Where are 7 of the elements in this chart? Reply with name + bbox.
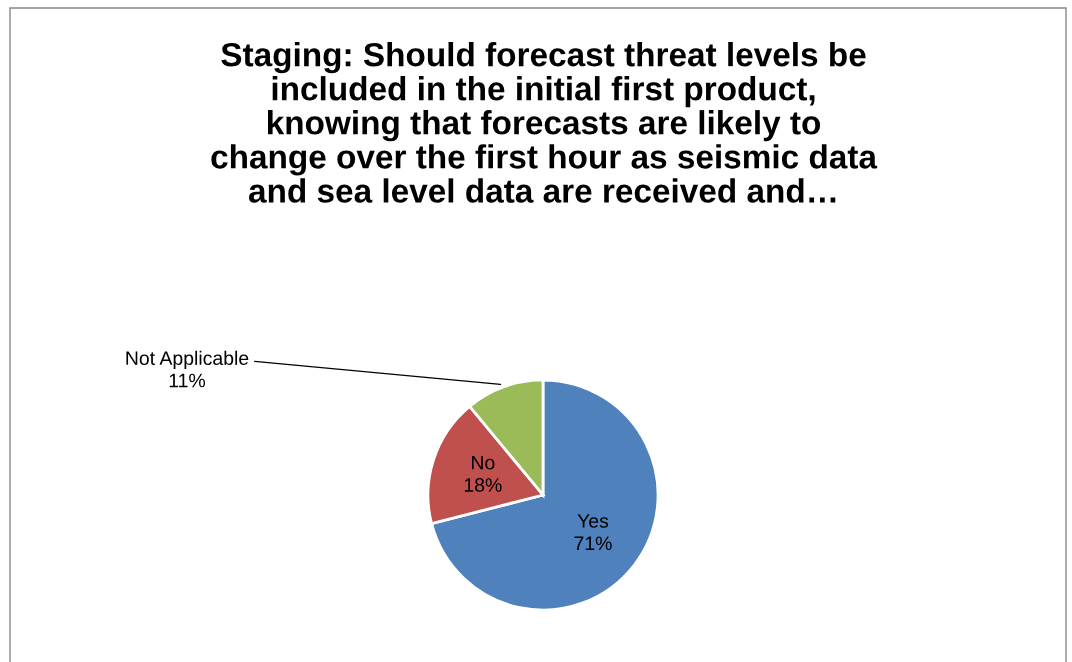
data-label: 11% (169, 373, 206, 388)
chart-title: Staging: Should forecast threat levels be included in the initial first product, knowing that forecasts are likely to change over the first hour as seismic data and sea level data are received and… (211, 42, 878, 203)
data-label: 71% (574, 536, 612, 551)
slice-label: Not Applicable (126, 350, 249, 369)
slice-label: No (472, 455, 495, 470)
slice-label: Yes (577, 514, 609, 528)
data-label: 18% (464, 478, 502, 492)
